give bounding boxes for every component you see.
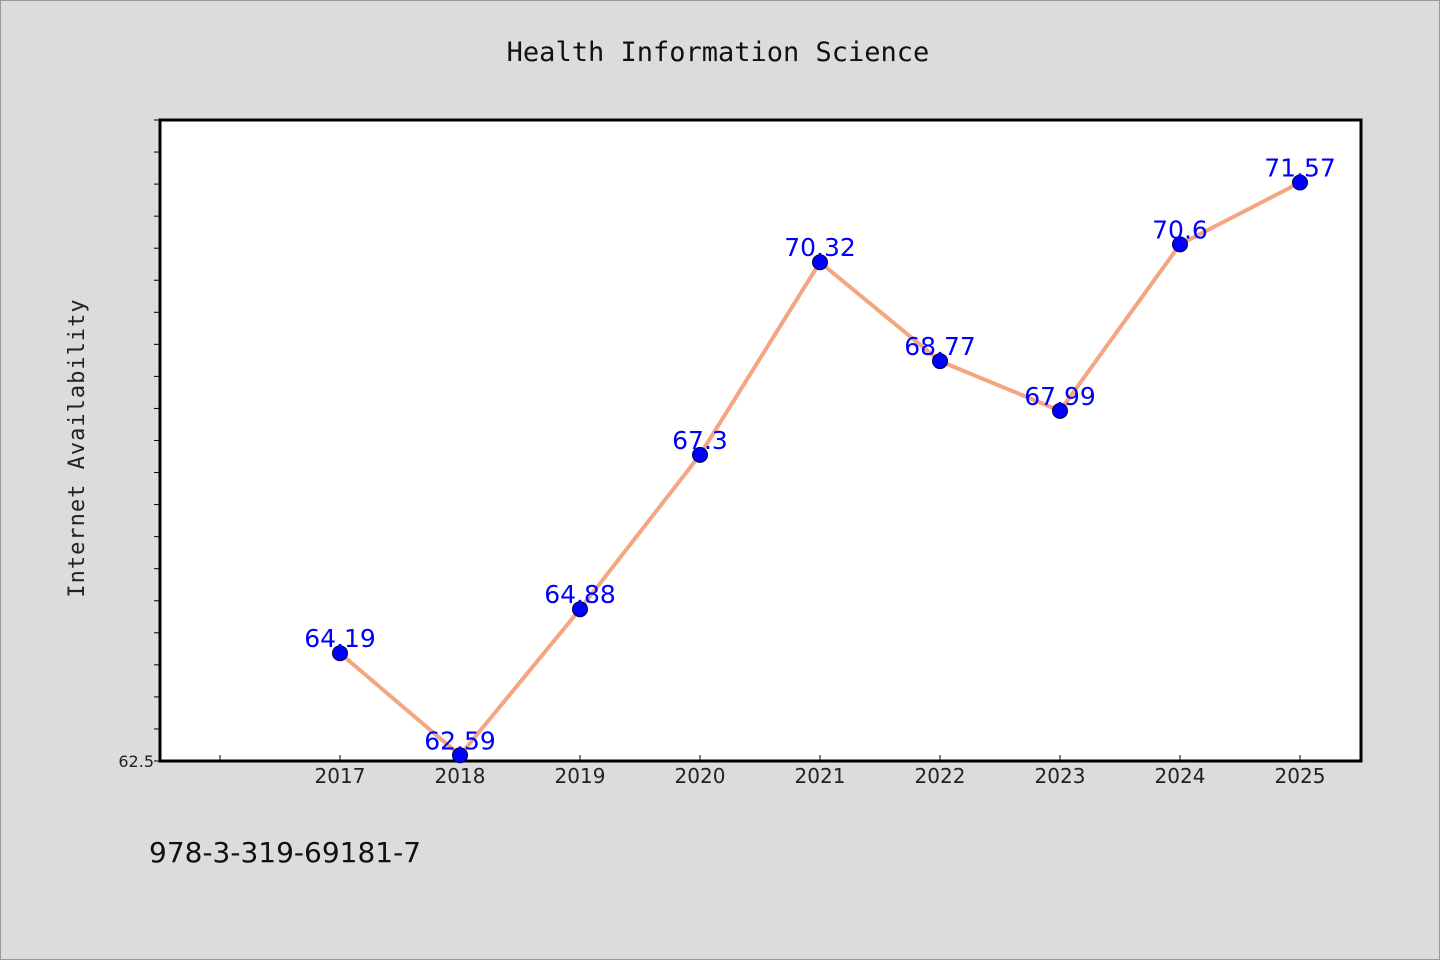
- data-label: 64.19: [304, 624, 376, 653]
- data-label: 70.6: [1152, 215, 1208, 244]
- data-labels: 64.19 62.59 64.88 67.3 70.32 68.77 67.99 70.6 71…: [304, 154, 1336, 756]
- x-axis-ticks: 2017 2018 2019 2020 2021 2022 2023 2024 2025: [219, 755, 1326, 788]
- series-layer: [332, 174, 1308, 764]
- x-tick-label: 2017: [315, 764, 366, 788]
- x-tick-label: 2019: [555, 764, 606, 788]
- x-tick-label: 2021: [795, 764, 846, 788]
- chart-title: Health Information Science: [507, 37, 930, 68]
- x-tick-label: 2024: [1155, 764, 1206, 788]
- data-point: [812, 254, 828, 271]
- plot-area: [158, 118, 1363, 763]
- data-label: 70.32: [784, 233, 856, 262]
- data-label: 67.3: [672, 426, 728, 455]
- y-axis-label: Internet Availability: [65, 298, 90, 597]
- data-label: 64.88: [544, 580, 616, 609]
- data-point: [692, 446, 708, 463]
- x-tick-label: 2022: [915, 764, 966, 788]
- x-tick-label: 2023: [1035, 764, 1086, 788]
- y-tick-label: 62.5: [118, 752, 154, 771]
- data-point: [1292, 174, 1308, 191]
- data-point: [932, 353, 948, 370]
- data-label: 71.57: [1264, 154, 1336, 183]
- data-point: [1052, 402, 1068, 419]
- footer-isbn: 978-3-319-69181-7: [149, 836, 421, 869]
- data-point: [452, 747, 468, 764]
- y-axis-ticks: 62.5: [118, 119, 160, 771]
- data-point: [332, 645, 348, 662]
- data-point: [1172, 236, 1188, 253]
- data-point: [572, 601, 588, 618]
- x-tick-label: 2020: [675, 764, 726, 788]
- x-tick-label: 2018: [435, 764, 486, 788]
- x-tick-label: 2025: [1275, 764, 1326, 788]
- data-label: 67.99: [1024, 382, 1096, 411]
- data-label: 62.59: [424, 726, 496, 755]
- data-label: 68.77: [904, 332, 976, 361]
